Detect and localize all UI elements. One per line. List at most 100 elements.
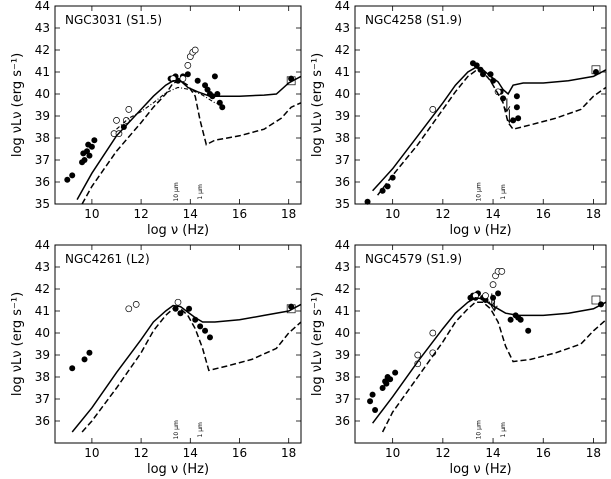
data-point-open bbox=[125, 305, 133, 313]
wavelength-annotation: 10 μm bbox=[476, 420, 483, 439]
y-tick-label: 42 bbox=[335, 43, 350, 57]
y-tick-label: 35 bbox=[335, 197, 350, 211]
y-axis-label: log νLν (erg s⁻¹) bbox=[310, 292, 325, 396]
plot-frame bbox=[354, 5, 607, 205]
data-point-open bbox=[132, 301, 140, 308]
data-point-filled bbox=[194, 77, 201, 84]
dashed-model-curve bbox=[377, 70, 606, 196]
y-tick-label: 37 bbox=[335, 392, 350, 406]
y-tick-label: 40 bbox=[35, 326, 50, 340]
x-axis-label: log ν (Hz) bbox=[147, 462, 209, 477]
data-point-square bbox=[591, 295, 601, 305]
solid-model-curve bbox=[71, 303, 301, 433]
panel-ngc3031: 10 12 14 16 18 35 36 37 38 39 40 41 42 43 44 log ν (Hz)… bbox=[10, 0, 302, 238]
y-tick-label: 40 bbox=[35, 87, 50, 101]
x-tick-label: 12 bbox=[133, 446, 148, 460]
x-tick-label: 10 bbox=[385, 207, 400, 221]
data-point-filled bbox=[490, 294, 497, 301]
y-tick-label: 40 bbox=[335, 326, 350, 340]
data-point-open bbox=[482, 292, 489, 299]
data-point-square bbox=[591, 65, 601, 75]
data-point-filled bbox=[525, 327, 532, 334]
data-point-filled bbox=[515, 115, 522, 122]
x-axis-label: log ν (Hz) bbox=[449, 223, 511, 238]
data-point-filled bbox=[202, 327, 209, 334]
x-tick-label: 10 bbox=[385, 446, 400, 460]
y-tick-label: 38 bbox=[35, 131, 50, 145]
y-tick-label: 42 bbox=[35, 43, 50, 57]
x-tick-label: 14 bbox=[183, 446, 198, 460]
y-tick-label: 44 bbox=[35, 238, 50, 252]
wavelength-annotation: 1 μm bbox=[500, 184, 507, 200]
data-point-filled bbox=[383, 380, 390, 387]
x-tick-label: 18 bbox=[281, 207, 296, 221]
data-point-open bbox=[429, 329, 437, 337]
panel-title: NGC4258 (S1.9) bbox=[365, 13, 462, 27]
dashed-model-curve bbox=[381, 301, 606, 433]
y-tick-label: 38 bbox=[35, 370, 50, 384]
data-point-filled bbox=[197, 323, 204, 330]
x-tick-label: 14 bbox=[485, 207, 500, 221]
wavelength-annotation: 10 μm bbox=[173, 182, 180, 201]
y-tick-label: 43 bbox=[335, 260, 350, 274]
wavelength-annotation: 1 μm bbox=[197, 422, 204, 438]
panel-ngc4258: 10 12 14 16 18 35 36 37 38 39 40 41 42 43 44 log ν (Hz)… bbox=[310, 0, 607, 238]
y-axis-label: log νLν (erg s⁻¹) bbox=[10, 292, 25, 396]
dashed-model-curve bbox=[81, 79, 301, 204]
data-point-filled bbox=[206, 334, 213, 341]
x-tick-label: 16 bbox=[232, 446, 247, 460]
data-point-filled bbox=[517, 316, 524, 323]
data-point-filled bbox=[86, 349, 93, 356]
wavelength-annotation: 1 μm bbox=[500, 422, 507, 438]
solid-model-curve bbox=[372, 297, 606, 424]
data-point-filled bbox=[372, 407, 379, 413]
data-point-open bbox=[489, 281, 497, 288]
y-tick-label: 38 bbox=[335, 370, 350, 384]
data-point-filled bbox=[204, 86, 211, 93]
x-tick-label: 14 bbox=[183, 207, 198, 221]
data-point-filled bbox=[211, 73, 218, 80]
y-tick-label: 43 bbox=[35, 21, 50, 35]
data-point-filled bbox=[88, 143, 95, 150]
y-tick-label: 41 bbox=[335, 65, 350, 79]
data-point-filled bbox=[83, 148, 90, 155]
data-point-open bbox=[184, 62, 192, 69]
y-tick-label: 36 bbox=[35, 175, 50, 189]
x-tick-label: 18 bbox=[586, 207, 601, 221]
data-point-filled bbox=[69, 365, 76, 372]
y-tick-label: 41 bbox=[35, 65, 50, 79]
data-point-filled bbox=[202, 82, 209, 89]
y-tick-label: 43 bbox=[35, 260, 50, 274]
data-point-filled bbox=[392, 369, 399, 376]
y-tick-label: 37 bbox=[35, 392, 50, 406]
y-tick-label: 37 bbox=[35, 153, 50, 167]
y-tick-label: 39 bbox=[335, 348, 350, 362]
data-point-filled bbox=[367, 398, 374, 405]
data-point-filled bbox=[69, 172, 76, 179]
data-point-filled bbox=[513, 93, 520, 100]
data-point-filled bbox=[364, 198, 371, 205]
data-point-open bbox=[414, 351, 422, 359]
x-tick-label: 16 bbox=[536, 446, 551, 460]
data-point-open bbox=[429, 106, 437, 113]
wavelength-annotation: 10 μm bbox=[476, 182, 483, 201]
x-tick-label: 16 bbox=[232, 207, 247, 221]
y-tick-label: 41 bbox=[335, 304, 350, 318]
y-tick-label: 44 bbox=[335, 238, 350, 252]
wavelength-annotation: 10 μm bbox=[173, 420, 180, 439]
data-point-filled bbox=[387, 376, 394, 383]
y-tick-label: 38 bbox=[335, 131, 350, 145]
plot-frame bbox=[54, 244, 302, 444]
x-tick-label: 12 bbox=[435, 207, 450, 221]
x-tick-label: 10 bbox=[84, 207, 99, 221]
plot-frame bbox=[54, 5, 302, 205]
data-point-open bbox=[174, 298, 182, 306]
data-point-filled bbox=[369, 391, 376, 398]
data-point-filled bbox=[177, 310, 184, 317]
y-tick-label: 39 bbox=[335, 109, 350, 123]
y-tick-label: 40 bbox=[335, 87, 350, 101]
data-point-filled bbox=[507, 316, 514, 323]
x-tick-label: 14 bbox=[485, 446, 500, 460]
data-point-filled bbox=[495, 290, 502, 297]
